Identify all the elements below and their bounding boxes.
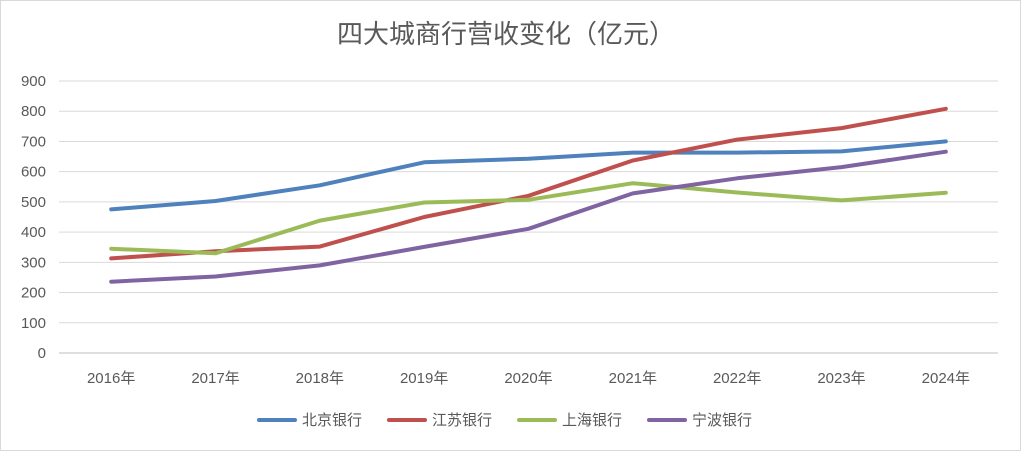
x-tick-label: 2020年 — [504, 370, 552, 387]
y-tick-label: 500 — [21, 194, 46, 211]
series-line-1 — [109, 106, 948, 261]
legend-label: 江苏银行 — [432, 411, 492, 429]
legend-label: 上海银行 — [562, 411, 622, 429]
series-lines — [109, 106, 948, 284]
gridlines — [59, 80, 998, 354]
y-tick-label: 0 — [38, 345, 46, 362]
y-tick-label: 800 — [21, 103, 46, 120]
x-tick-label: 2018年 — [296, 370, 344, 387]
legend-label: 北京银行 — [302, 411, 362, 429]
x-tick-label: 2017年 — [191, 370, 239, 387]
x-axis-ticks: 2016年 2017年 2018年 2019年 2020年 2021年 2022年 2023年… — [87, 370, 970, 387]
y-tick-label: 100 — [21, 315, 46, 332]
x-tick-label: 2019年 — [400, 370, 448, 387]
y-tick-label: 200 — [21, 285, 46, 302]
y-tick-label: 300 — [21, 254, 46, 271]
series-line-3 — [109, 149, 948, 284]
x-tick-label: 2022年 — [713, 370, 761, 387]
x-tick-label: 2021年 — [609, 370, 657, 387]
chart-title: 四大城商行营收变化（亿元） — [337, 20, 675, 50]
y-tick-label: 900 — [21, 73, 46, 90]
series-line-0 — [109, 139, 948, 212]
x-tick-label: 2016年 — [87, 370, 135, 387]
x-tick-label: 2024年 — [922, 370, 970, 387]
series-line-2 — [109, 181, 948, 256]
y-tick-label: 700 — [21, 133, 46, 150]
y-tick-label: 600 — [21, 164, 46, 181]
legend: 北京银行 江苏银行 上海银行 宁波银行 — [257, 411, 752, 429]
legend-label: 宁波银行 — [692, 411, 752, 429]
y-axis-ticks: 0 100 200 300 400 500 600 700 800 900 — [21, 73, 46, 362]
y-tick-label: 400 — [21, 224, 46, 241]
x-tick-label: 2023年 — [817, 370, 865, 387]
